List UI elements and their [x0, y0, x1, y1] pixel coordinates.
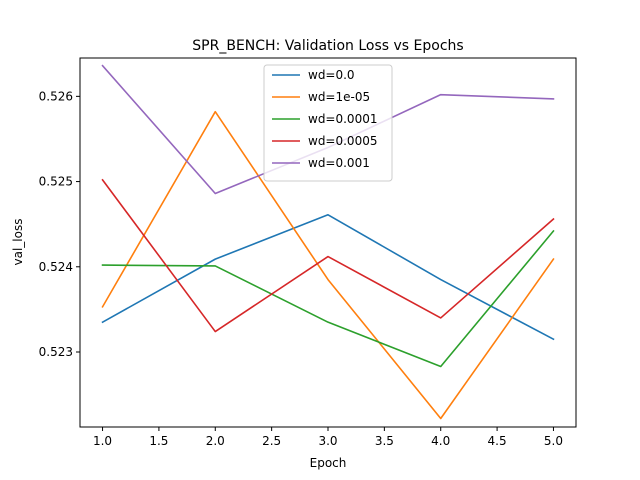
- x-tick-label: 3.0: [318, 434, 337, 448]
- y-tick-label: 0.525: [39, 175, 73, 189]
- series-line-1: [101, 110, 555, 420]
- y-tick-label: 0.526: [39, 89, 73, 103]
- x-tick-label: 5.0: [544, 434, 563, 448]
- legend-label: wd=0.001: [308, 156, 370, 170]
- legend: wd=0.0 wd=1e-05 wd=0.0001 wd=0.0005 wd=0.001: [263, 64, 393, 182]
- x-tick-label: 2.5: [262, 434, 281, 448]
- x-tick-label: 4.0: [431, 434, 450, 448]
- x-tick-label: 1.5: [149, 434, 168, 448]
- y-tick-label: 0.523: [39, 345, 73, 359]
- chart-title: SPR_BENCH: Validation Loss vs Epochs: [192, 38, 463, 54]
- y-axis-ticks: 0.523 0.524 0.525 0.526: [39, 89, 80, 359]
- series-line-3: [101, 178, 555, 333]
- y-tick-label: 0.524: [39, 260, 73, 274]
- x-tick-label: 2.0: [206, 434, 225, 448]
- legend-label: wd=0.0: [308, 68, 355, 82]
- x-axis-title: Epoch: [310, 456, 347, 470]
- legend-label: wd=0.0001: [308, 112, 377, 126]
- y-axis-title: val_loss: [11, 219, 25, 266]
- x-axis-ticks: 1.0 1.5 2.0 2.5 3.0 3.5 4.0 4.5 5.0: [93, 427, 563, 448]
- series-layer: [101, 64, 555, 420]
- legend-box: [263, 64, 393, 182]
- x-tick-label: 3.5: [375, 434, 394, 448]
- x-tick-label: 1.0: [93, 434, 112, 448]
- legend-label: wd=0.0005: [308, 134, 377, 148]
- series-line-2: [101, 229, 555, 368]
- legend-label: wd=1e-05: [308, 90, 370, 104]
- x-tick-label: 4.5: [488, 434, 507, 448]
